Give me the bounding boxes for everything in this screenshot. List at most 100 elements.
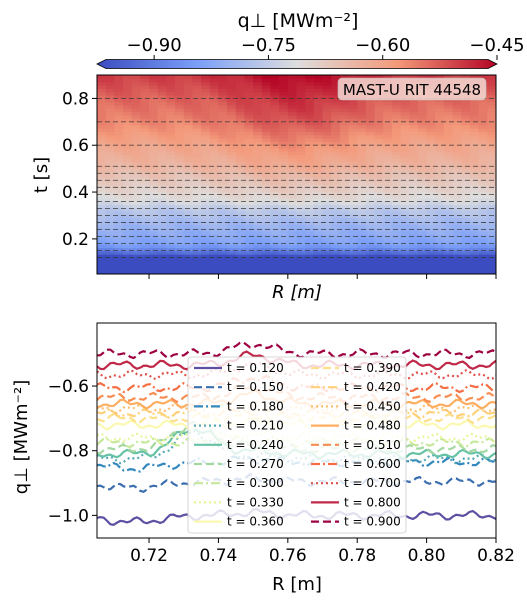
heatmap-cell: [114, 177, 124, 182]
heatmap-cell: [331, 257, 341, 262]
heatmap-cell: [201, 267, 211, 272]
heatmap-cell: [105, 270, 115, 274]
heatmap-cell: [357, 147, 367, 152]
heatmap-cell: [270, 224, 280, 229]
heatmap-cell: [105, 257, 115, 262]
heatmap-cell: [270, 141, 280, 146]
heatmap-cell: [374, 167, 384, 172]
colorbar-bar: [96, 59, 498, 69]
heatmap-cell: [227, 217, 237, 222]
heatmap-cell: [183, 270, 194, 274]
heatmap-cell: [183, 194, 194, 199]
heatmap-cell: [322, 230, 332, 235]
heatmap-ytick-label: 0.8: [62, 89, 89, 109]
heatmap-cell: [469, 111, 480, 116]
heatmap-cell: [140, 270, 150, 274]
heatmap-cell: [261, 260, 272, 265]
heatmap-cell: [244, 131, 254, 136]
heatmap-cell: [391, 111, 402, 116]
profile-xtick-label: 0.82: [477, 546, 515, 566]
heatmap-cell: [279, 167, 289, 172]
heatmap-cell: [435, 194, 445, 199]
heatmap-cell: [296, 154, 306, 159]
heatmap-cell: [296, 141, 306, 146]
heatmap-cell: [443, 121, 454, 126]
heatmap-cell: [348, 270, 358, 274]
heatmap-cell: [183, 240, 194, 245]
heatmap-cell: [105, 124, 115, 129]
heatmap-cell: [296, 75, 306, 79]
heatmap-cell: [227, 197, 237, 202]
heatmap-cell: [157, 91, 167, 96]
heatmap-cell: [287, 121, 298, 126]
heatmap-cell: [140, 244, 150, 249]
heatmap-cell: [166, 98, 176, 103]
heatmap-cell: [374, 267, 384, 272]
heatmap-cell: [157, 247, 167, 252]
profile-xtick-label: 0.76: [269, 546, 307, 566]
heatmap-cell: [426, 134, 436, 139]
heatmap-cell: [409, 144, 419, 149]
heatmap-cell: [417, 267, 428, 272]
legend-label: t = 0.800: [344, 495, 401, 509]
heatmap-cell: [296, 121, 306, 126]
heatmap-cell: [426, 177, 436, 182]
heatmap-cell: [105, 267, 115, 272]
heatmap-cell: [322, 171, 332, 176]
heatmap-cell: [235, 144, 246, 149]
heatmap-cell: [305, 75, 315, 79]
heatmap-cell: [348, 157, 358, 162]
heatmap-cell: [296, 167, 306, 172]
heatmap-cell: [105, 244, 115, 249]
heatmap-cell: [374, 121, 384, 126]
heatmap-cell: [313, 244, 324, 249]
heatmap-cell: [296, 128, 306, 132]
heatmap-cell: [435, 131, 445, 136]
heatmap-cell: [469, 75, 480, 79]
heatmap-cell: [261, 181, 272, 186]
heatmap-cell: [140, 207, 150, 212]
heatmap-cell: [123, 267, 133, 272]
heatmap-cell: [201, 121, 211, 126]
heatmap-cell: [123, 237, 133, 242]
heatmap-cell: [253, 124, 263, 129]
heatmap-cell: [131, 98, 141, 103]
heatmap-cell: [261, 250, 272, 255]
heatmap-cell: [270, 204, 280, 209]
heatmap-cell: [287, 75, 298, 79]
heatmap-cell: [391, 141, 402, 146]
heatmap-cell: [313, 81, 324, 86]
heatmap-cell: [157, 174, 167, 179]
heatmap-cell: [244, 161, 254, 166]
heatmap-cell: [357, 157, 367, 162]
heatmap-cell: [131, 157, 141, 162]
heatmap-cell: [365, 214, 376, 219]
heatmap-cell: [409, 264, 419, 268]
heatmap-cell: [261, 184, 272, 189]
heatmap-cell: [365, 118, 376, 123]
heatmap-cell: [452, 250, 462, 255]
heatmap-cell: [209, 138, 220, 142]
heatmap-cell: [235, 201, 246, 205]
heatmap-cell: [322, 154, 332, 159]
heatmap-cell: [131, 230, 141, 235]
heatmap-time-lines: [97, 75, 496, 259]
heatmap-cell: [105, 181, 115, 186]
heatmap-cell: [400, 240, 410, 245]
heatmap-cell: [105, 194, 115, 199]
heatmap-cell: [357, 217, 367, 222]
heatmap-cell: [400, 144, 410, 149]
heatmap-cell: [114, 207, 124, 212]
heatmap-cell: [149, 270, 159, 274]
heatmap-cell: [209, 217, 220, 222]
heatmap-cell: [105, 214, 115, 219]
heatmap-cell: [166, 104, 176, 109]
heatmap-cell: [287, 101, 298, 106]
heatmap-cell: [417, 257, 428, 262]
heatmap-cell: [279, 250, 289, 255]
heatmap-cell: [227, 81, 237, 86]
heatmap-cell: [227, 247, 237, 252]
heatmap-cell: [391, 210, 402, 215]
heatmap-cell: [400, 131, 410, 136]
heatmap-cell: [487, 78, 496, 83]
